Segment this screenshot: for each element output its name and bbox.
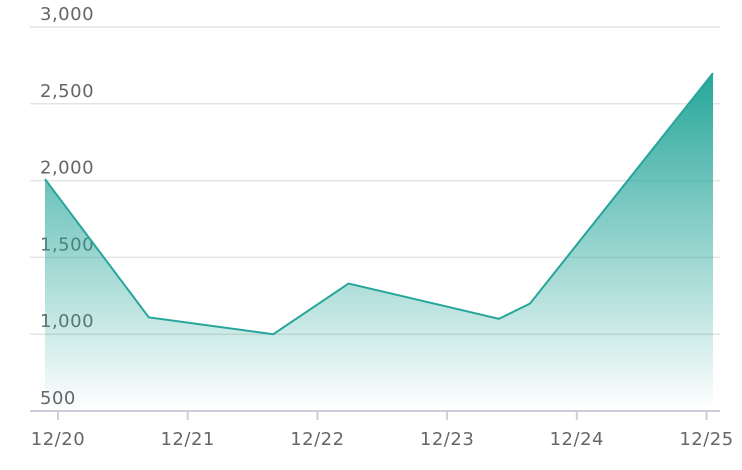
y-tick-label: 2,500 <box>40 81 94 102</box>
x-tick-label: 12/23 <box>420 429 474 450</box>
y-tick-label: 3,000 <box>40 4 94 25</box>
area <box>45 73 713 411</box>
x-tick-label: 12/25 <box>679 429 733 450</box>
x-tick-label: 12/22 <box>290 429 344 450</box>
line <box>44 72 714 336</box>
x-tick-label: 12/24 <box>550 429 604 450</box>
x-tick-label: 12/21 <box>160 429 214 450</box>
y-tick-label: 2,000 <box>40 158 94 179</box>
x-tick-label: 12/20 <box>31 429 85 450</box>
